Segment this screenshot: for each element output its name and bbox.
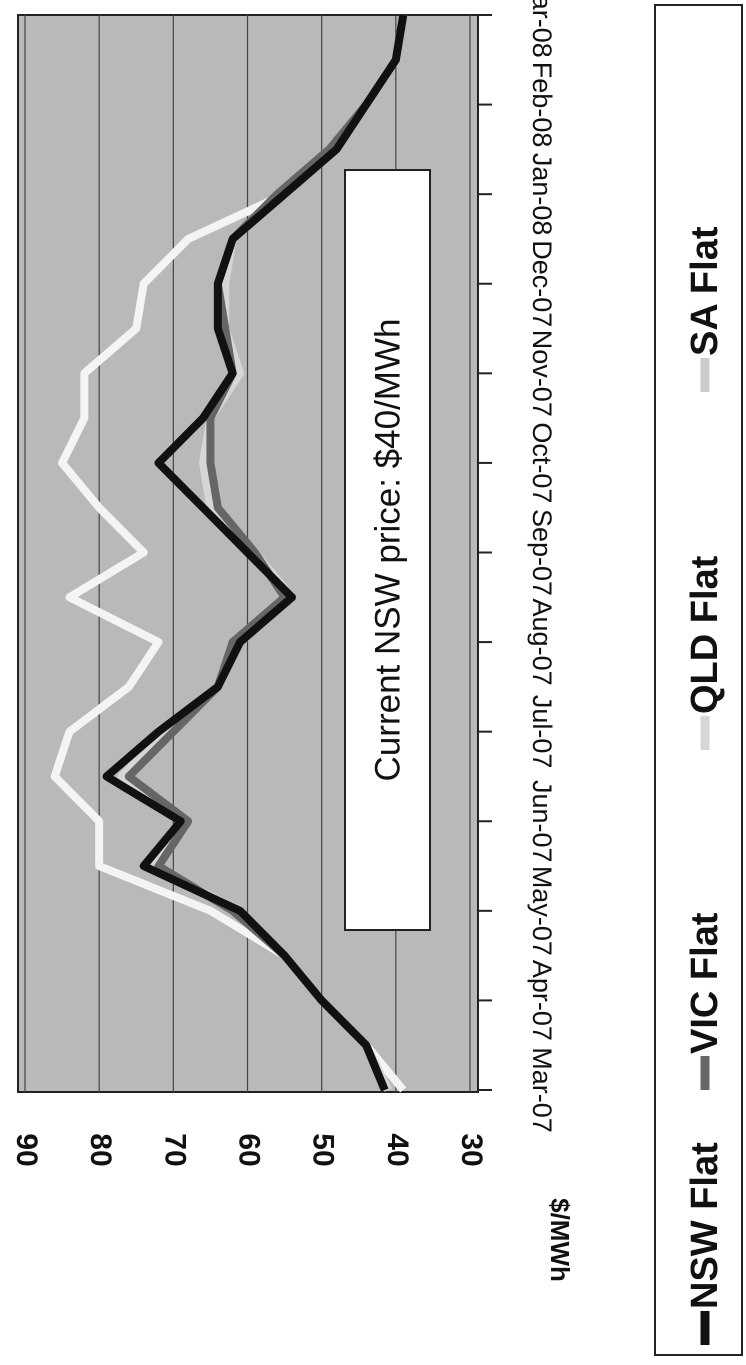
legend-label: QLD Flat (684, 555, 726, 714)
y-tick-label: 70 (158, 1133, 191, 1166)
y-tick-label: 90 (10, 1133, 43, 1166)
x-tick-label: Nov-07 (527, 330, 557, 417)
x-tick-label: May-07 (527, 866, 557, 956)
x-tick-label: Apr-07 (527, 960, 557, 1041)
y-tick-label: 40 (381, 1133, 414, 1166)
x-tick-label: Jan-08 (527, 153, 557, 236)
legend-item: NSW Flat (684, 1142, 726, 1345)
y-tick-label: 80 (84, 1133, 117, 1166)
annotation: Current NSW price: $40/MWh (368, 319, 407, 782)
legend-item: QLD Flat (684, 555, 726, 750)
legend-label: SA Flat (684, 226, 726, 356)
y-tick-label: 60 (233, 1133, 266, 1166)
x-tick-label: Feb-08 (527, 62, 557, 148)
x-tick-label: Jul-07 (527, 695, 557, 769)
annotation-box (344, 169, 431, 931)
series-line (102, 14, 408, 1092)
x-tick-label: Dec-07 (527, 240, 557, 327)
x-tick-label: Mar-07 (527, 1047, 557, 1133)
legend-label: NSW Flat (684, 1142, 726, 1309)
legend-box (654, 4, 743, 1356)
x-tick-label: Mar-08 (527, 0, 557, 58)
x-tick-label: Oct-07 (527, 422, 557, 503)
legend-item: SA Flat (684, 226, 726, 392)
legend-item: VIC Flat (684, 912, 726, 1090)
x-tick-label: Aug-07 (527, 599, 557, 686)
y-tick-label: 30 (455, 1133, 488, 1166)
y-axis-label: $/MWh (545, 1198, 575, 1282)
x-tick-label: Sep-07 (527, 509, 557, 596)
y-tick-label: 50 (307, 1133, 340, 1166)
legend-label: VIC Flat (684, 912, 726, 1054)
x-tick-label: Jun-07 (527, 780, 557, 863)
